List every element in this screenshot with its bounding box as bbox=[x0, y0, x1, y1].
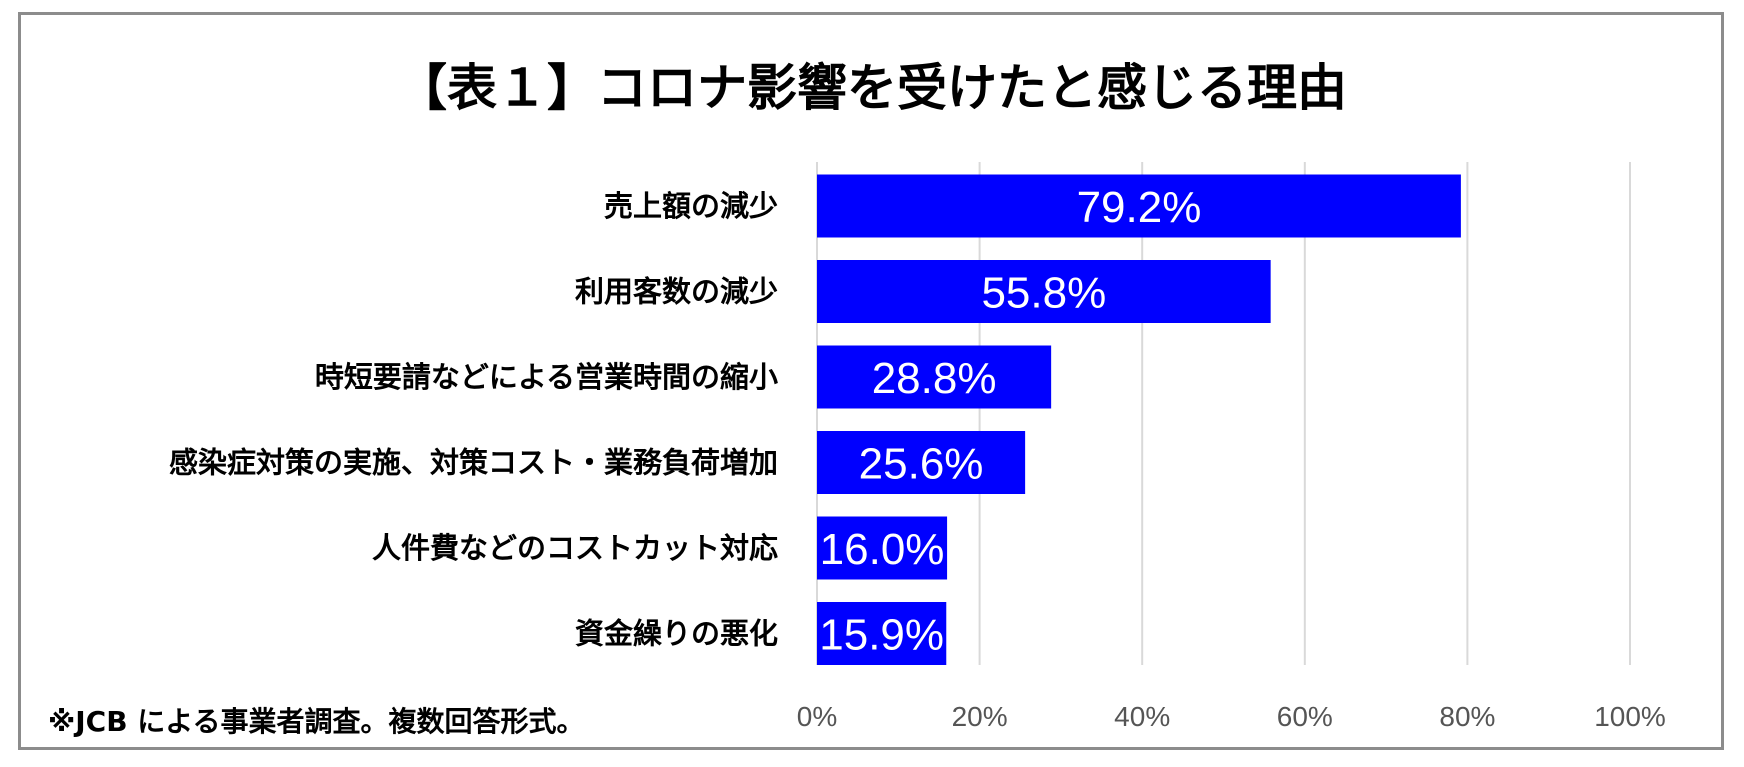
x-tick-label: 100% bbox=[1594, 701, 1666, 732]
data-label: 15.9% bbox=[819, 611, 944, 660]
footnote: ※JCB による事業者調査。複数回答形式。 bbox=[48, 705, 585, 738]
category-label: 売上額の減少 bbox=[604, 189, 778, 223]
x-tick-labels: 0% 20% 40% 60% 80% 100% bbox=[797, 701, 1666, 732]
category-labels: 売上額の減少利用客数の減少時短要請などによる営業時間の縮小感染症対策の実施、対策… bbox=[169, 189, 778, 651]
category-label: 利用客数の減少 bbox=[575, 275, 778, 309]
category-label: 時短要請などによる営業時間の縮小 bbox=[315, 360, 778, 394]
data-label: 28.8% bbox=[872, 354, 997, 403]
data-label: 16.0% bbox=[820, 525, 945, 574]
bar bbox=[817, 174, 1461, 238]
category-label: 人件費などのコストカット対応 bbox=[372, 531, 778, 565]
x-tick-label: 40% bbox=[1114, 701, 1170, 732]
category-label: 感染症対策の実施、対策コスト・業務負荷増加 bbox=[169, 446, 778, 480]
chart-title: 【表１】コロナ影響を受けたと感じる理由 bbox=[397, 59, 1347, 117]
data-label: 25.6% bbox=[859, 440, 984, 489]
x-tick-label: 0% bbox=[797, 701, 837, 732]
data-label: 55.8% bbox=[981, 269, 1106, 318]
x-tick-label: 80% bbox=[1439, 701, 1495, 732]
value-labels: 79.2% 55.8% 28.8% 25.6% 16.0% 15.9% bbox=[819, 183, 1201, 660]
bar bbox=[817, 431, 1026, 494]
x-tick-label: 60% bbox=[1277, 701, 1333, 732]
bar bbox=[817, 345, 1052, 409]
bar bbox=[817, 516, 948, 580]
category-label: 資金繰りの悪化 bbox=[575, 617, 778, 651]
x-tick-label: 20% bbox=[952, 701, 1008, 732]
grid-lines bbox=[816, 162, 1631, 665]
bars bbox=[817, 174, 1461, 665]
bar bbox=[817, 260, 1271, 323]
bar bbox=[817, 602, 947, 665]
data-label: 79.2% bbox=[1077, 183, 1202, 232]
